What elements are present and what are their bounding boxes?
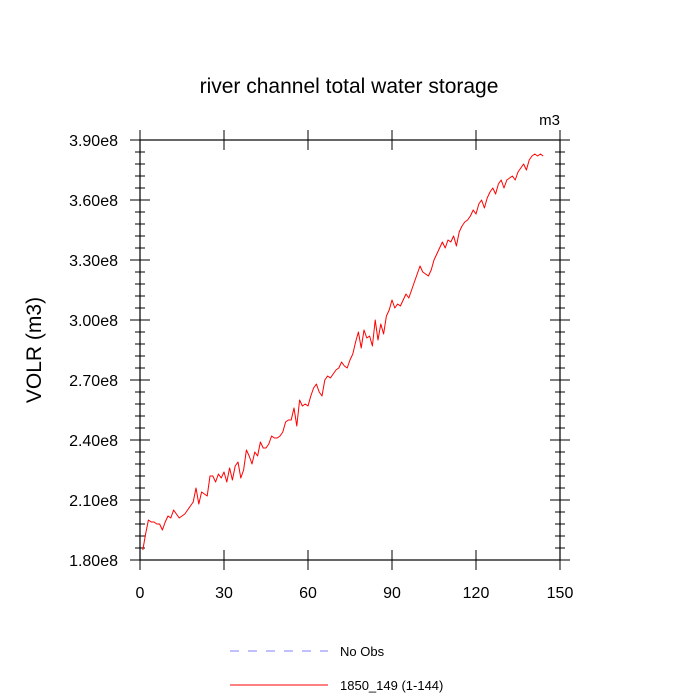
series-line-1850-149-1-144- [142,153,544,551]
x-tick-label: 60 [299,585,317,602]
plot-frame [139,139,561,561]
y-axis: 1.80e8 2.10e8 2.40e8 2.70e8 3.00e8 3.30e8 3.60… [69,133,570,570]
y-tick-label: 2.40e8 [69,433,118,450]
y-tick-label: 2.10e8 [69,493,118,510]
legend-label-no-obs: No Obs [340,644,385,659]
y-tick-label: 3.60e8 [69,193,118,210]
y-tick-label: 3.30e8 [69,253,118,270]
y-tick-label: 1.80e8 [69,553,118,570]
legend-label-1850-149: 1850_149 (1-144) [340,678,443,693]
x-tick-label: 90 [383,585,401,602]
x-tick-label: 0 [136,585,145,602]
y-tick-label: 3.90e8 [69,133,118,150]
x-axis: 0 30 60 90 120 150 [136,130,574,602]
x-tick-label: 30 [215,585,233,602]
chart-title: river channel total water storage [200,75,499,98]
series-layer [142,153,544,551]
legend: No Obs 1850_149 (1-144) [230,644,443,693]
y-tick-label: 3.00e8 [69,313,118,330]
x-tick-label: 120 [463,585,490,602]
x-tick-label: 150 [547,585,574,602]
units-label: m3 [539,112,560,129]
y-axis-label: VOLR (m3) [23,297,46,403]
y-tick-label: 2.70e8 [69,373,118,390]
